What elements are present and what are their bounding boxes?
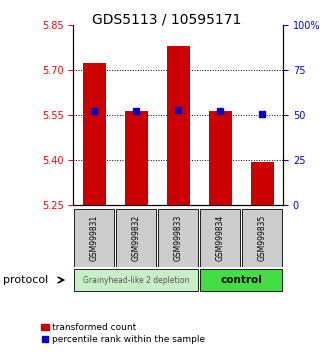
Text: protocol: protocol <box>3 275 49 285</box>
FancyBboxPatch shape <box>116 210 156 267</box>
Text: GDS5113 / 10595171: GDS5113 / 10595171 <box>92 12 241 27</box>
Bar <box>208 111 232 205</box>
Text: GSM999835: GSM999835 <box>257 215 267 261</box>
FancyBboxPatch shape <box>200 210 240 267</box>
FancyBboxPatch shape <box>74 269 198 291</box>
FancyBboxPatch shape <box>242 210 282 267</box>
FancyBboxPatch shape <box>200 269 282 291</box>
Text: control: control <box>220 275 262 285</box>
FancyBboxPatch shape <box>158 210 198 267</box>
Text: GSM999834: GSM999834 <box>215 215 225 261</box>
Text: GSM999832: GSM999832 <box>132 215 141 261</box>
Text: Grainyhead-like 2 depletion: Grainyhead-like 2 depletion <box>83 275 189 285</box>
Bar <box>83 63 106 205</box>
Bar <box>166 46 190 205</box>
Bar <box>125 111 148 205</box>
Bar <box>250 162 274 205</box>
Text: GSM999831: GSM999831 <box>90 215 99 261</box>
Legend: transformed count, percentile rank within the sample: transformed count, percentile rank withi… <box>38 320 209 348</box>
FancyBboxPatch shape <box>74 210 114 267</box>
Text: GSM999833: GSM999833 <box>173 215 183 261</box>
